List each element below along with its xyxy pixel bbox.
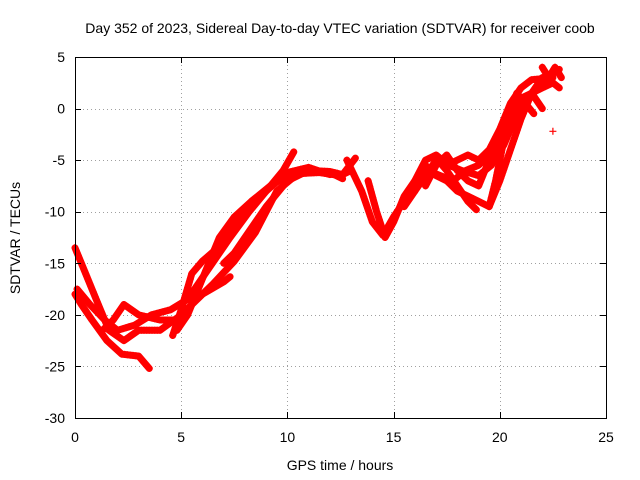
data-point [470,204,478,212]
axis-tick-labels: 0 5 10 15 20 25 -30 -25 -20 -15 -10 -5 0 5 [45,49,614,445]
x-axis-label: GPS time / hours [287,457,394,473]
y-tick-label: -5 [53,152,66,168]
markers-track-5 [169,163,331,339]
data-point [528,108,536,116]
y-tick-label: -30 [45,410,65,426]
markers-track-7 [173,169,344,334]
markers-track-13 [432,154,478,212]
data-point [556,72,564,80]
chart-title: Day 352 of 2023, Sidereal Day-to-day VTE… [85,20,595,36]
y-tick-label: -15 [45,255,65,271]
markers-track-15 [538,63,564,82]
y-axis-label: SDTVAR / TECUs [7,182,23,294]
series-track-4 [99,167,355,334]
data-point [546,80,554,88]
data-point [553,82,561,90]
outlier-point [549,127,557,135]
x-tick-label: 10 [280,429,296,445]
y-tick-label: -25 [45,358,65,374]
plot-area [71,63,565,372]
data-point [537,102,545,110]
y-tick-label: -10 [45,204,65,220]
markers-track-14 [485,89,536,211]
x-tick-label: 15 [386,429,402,445]
x-tick-label: 25 [598,429,614,445]
data-point [224,274,232,282]
x-tick-label: 5 [177,429,185,445]
data-point [288,150,296,158]
data-point [350,156,357,164]
y-tick-label: 5 [57,49,65,65]
x-tick-label: 20 [492,429,508,445]
data-point [144,362,152,370]
y-tick-label: -20 [45,307,65,323]
data-point [336,174,344,181]
markers-track-4 [99,168,352,334]
plot-frame [75,57,607,419]
y-tick-label: 0 [57,101,65,117]
x-tick-label: 0 [71,429,79,445]
grid [75,57,606,418]
series-track-5 [169,163,334,339]
